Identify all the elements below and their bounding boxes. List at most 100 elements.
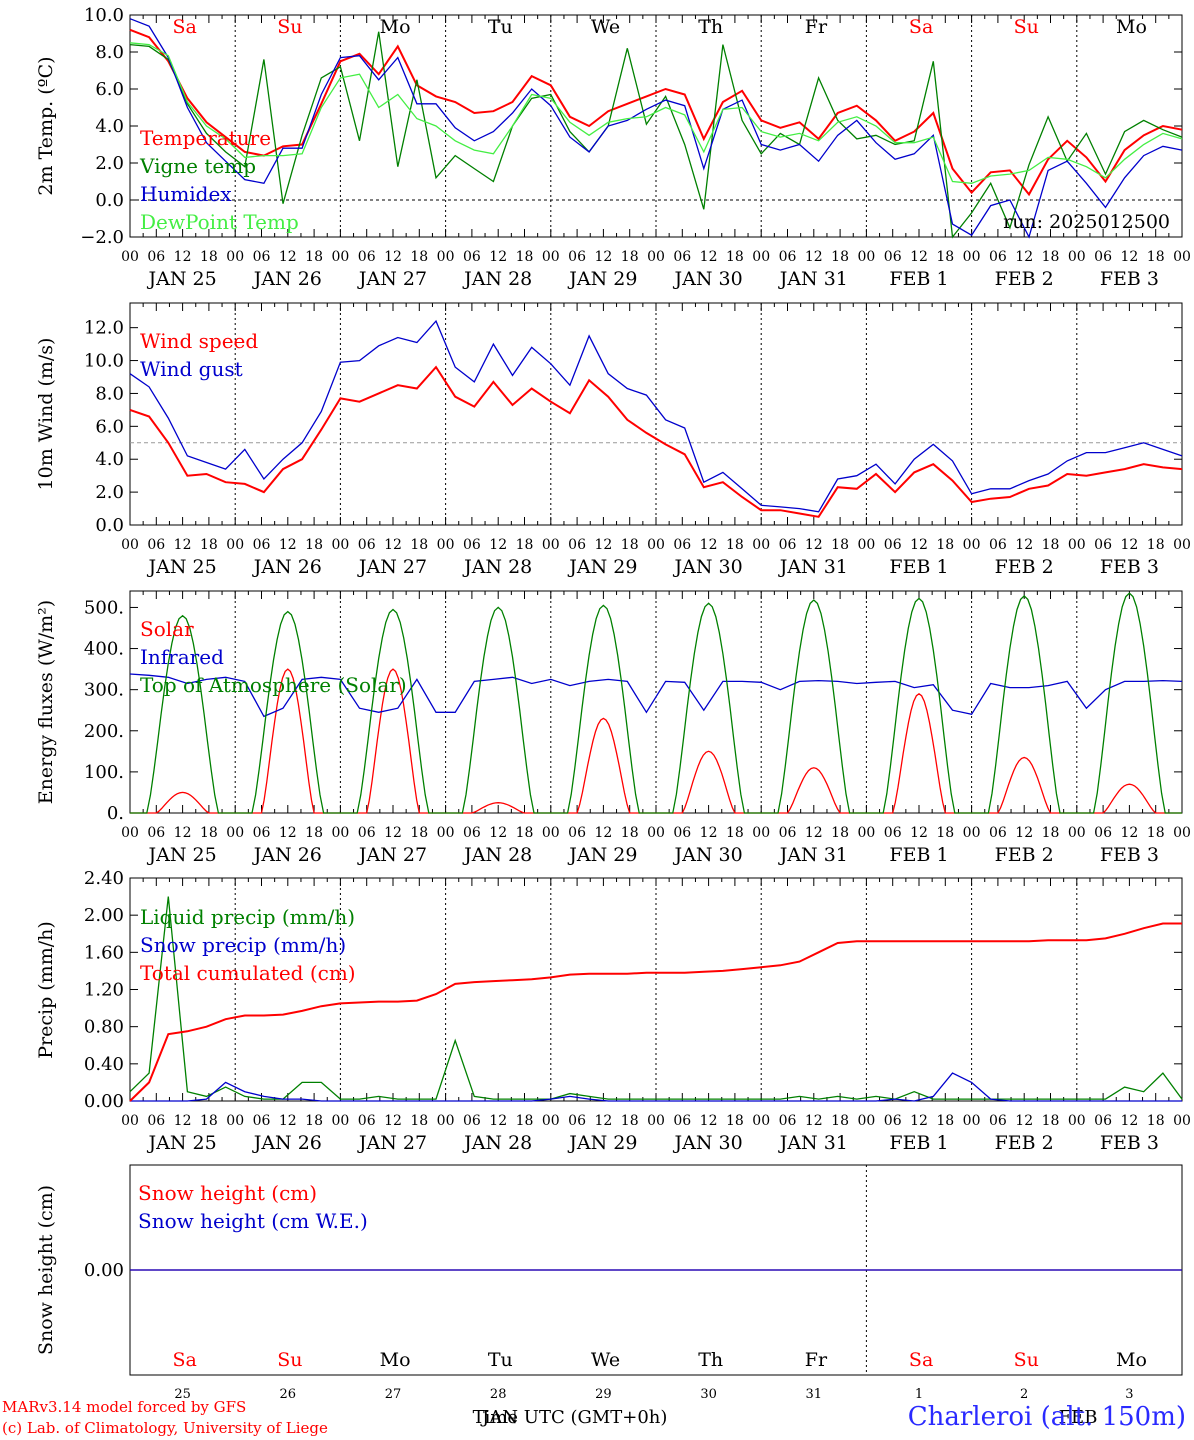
- hour-label: 06: [568, 249, 586, 265]
- hour-label: 18: [410, 537, 428, 553]
- y-tick-label: 0.00: [84, 1091, 124, 1112]
- hour-label: 18: [621, 1113, 639, 1129]
- y-tick-label: 2.0: [95, 482, 124, 503]
- hour-label: 00: [963, 249, 981, 265]
- y-tick-label: 2.40: [84, 868, 124, 889]
- hour-label: 00: [226, 825, 244, 841]
- day-number: 31: [806, 1387, 823, 1402]
- day-number: 28: [490, 1387, 507, 1402]
- series-line: [129, 18, 1183, 239]
- series-line: [129, 319, 1183, 513]
- hour-label: 00: [437, 825, 455, 841]
- date-label: FEB 1: [889, 556, 948, 578]
- date-label: JAN 26: [252, 556, 322, 578]
- hour-label: 12: [594, 249, 612, 265]
- series-line: [129, 31, 1183, 239]
- date-label: JAN 30: [673, 268, 743, 290]
- weekday-label: Sa: [909, 16, 933, 38]
- hour-label: 18: [936, 249, 954, 265]
- hour-label: 00: [647, 1113, 665, 1129]
- date-label: JAN 25: [147, 556, 217, 578]
- hour-label: 00: [752, 249, 770, 265]
- y-tick-label: 2.00: [84, 905, 124, 926]
- hour-label: 06: [147, 537, 165, 553]
- legend-entry: Snow height (cm W.E.): [138, 1209, 368, 1233]
- date-label: FEB 1: [889, 844, 948, 866]
- hour-label: 06: [253, 825, 271, 841]
- hour-label: 00: [752, 537, 770, 553]
- hour-label: 12: [700, 1113, 718, 1129]
- weekday-label: Mo: [380, 1349, 411, 1371]
- hour-label: 00: [857, 825, 875, 841]
- hour-label: 12: [384, 1113, 402, 1129]
- date-label: JAN 27: [357, 1132, 427, 1154]
- date-label: JAN 27: [357, 556, 427, 578]
- hour-label: 06: [989, 537, 1007, 553]
- y-tick-label: 1.20: [84, 980, 124, 1001]
- hour-label: 18: [1042, 1113, 1060, 1129]
- hour-label: 06: [884, 249, 902, 265]
- legend-entry: Temperature: [140, 126, 271, 150]
- hour-label: 12: [1120, 249, 1138, 265]
- hour-label: 18: [831, 1113, 849, 1129]
- hour-label: 00: [647, 249, 665, 265]
- hour-label: 12: [279, 825, 297, 841]
- date-label: FEB 2: [995, 1132, 1054, 1154]
- hour-label: 00: [226, 1113, 244, 1129]
- hour-label: 18: [1042, 537, 1060, 553]
- hour-label: 06: [253, 249, 271, 265]
- hour-label: 18: [200, 537, 218, 553]
- hour-label: 12: [1015, 1113, 1033, 1129]
- date-label: JAN 29: [567, 556, 637, 578]
- y-tick-label: 0.00: [84, 1260, 124, 1281]
- date-label: JAN 28: [462, 844, 532, 866]
- station-name: Charleroi (alt. 150m): [907, 1402, 1186, 1432]
- date-label: JAN 26: [252, 268, 322, 290]
- hour-label: 12: [279, 249, 297, 265]
- weekday-label: Tu: [488, 1349, 513, 1371]
- y-tick-label: 4.0: [95, 116, 124, 137]
- hour-label: 18: [200, 1113, 218, 1129]
- weekday-label: We: [591, 16, 620, 38]
- hour-label: 06: [463, 1113, 481, 1129]
- hour-label: 18: [621, 537, 639, 553]
- y-axis-label: 2m Temp. (ºC): [35, 56, 57, 195]
- hour-label: 00: [437, 537, 455, 553]
- hour-label: 00: [437, 249, 455, 265]
- weekday-label: Sa: [173, 1349, 197, 1371]
- hour-label: 00: [752, 825, 770, 841]
- hour-label: 12: [1015, 249, 1033, 265]
- hour-label: 12: [174, 1113, 192, 1129]
- hour-label: 18: [410, 1113, 428, 1129]
- legend-entry: Snow height (cm): [138, 1181, 317, 1205]
- hour-label: 06: [568, 1113, 586, 1129]
- weekday-label: Su: [1014, 16, 1039, 38]
- hour-label: 18: [410, 249, 428, 265]
- day-number: 3: [1125, 1387, 1133, 1402]
- legend-entry: Solar: [140, 617, 194, 641]
- date-label: JAN 26: [252, 1132, 322, 1154]
- date-label: JAN 29: [567, 268, 637, 290]
- hour-label: 18: [516, 1113, 534, 1129]
- hour-label: 12: [805, 1113, 823, 1129]
- day-number: 30: [700, 1387, 717, 1402]
- y-tick-label: 1.60: [84, 942, 124, 963]
- date-label: FEB 3: [1100, 1132, 1159, 1154]
- hour-label: 00: [226, 249, 244, 265]
- weekday-label: Th: [698, 1349, 723, 1371]
- legend-entry: Vigne temp: [139, 154, 256, 178]
- y-tick-label: 0.: [107, 803, 124, 824]
- hour-label: 12: [279, 537, 297, 553]
- hour-label: 12: [1120, 537, 1138, 553]
- hour-label: 18: [305, 537, 323, 553]
- weekday-label: Su: [277, 16, 302, 38]
- series-line: [130, 1072, 1182, 1102]
- hour-label: 18: [621, 825, 639, 841]
- hour-label: 06: [884, 537, 902, 553]
- date-label: JAN 25: [147, 1132, 217, 1154]
- hour-label: 00: [752, 1113, 770, 1129]
- hour-label: 06: [779, 537, 797, 553]
- y-tick-label: 12.0: [84, 318, 124, 339]
- date-label: FEB 1: [889, 268, 948, 290]
- day-number: 27: [385, 1387, 402, 1402]
